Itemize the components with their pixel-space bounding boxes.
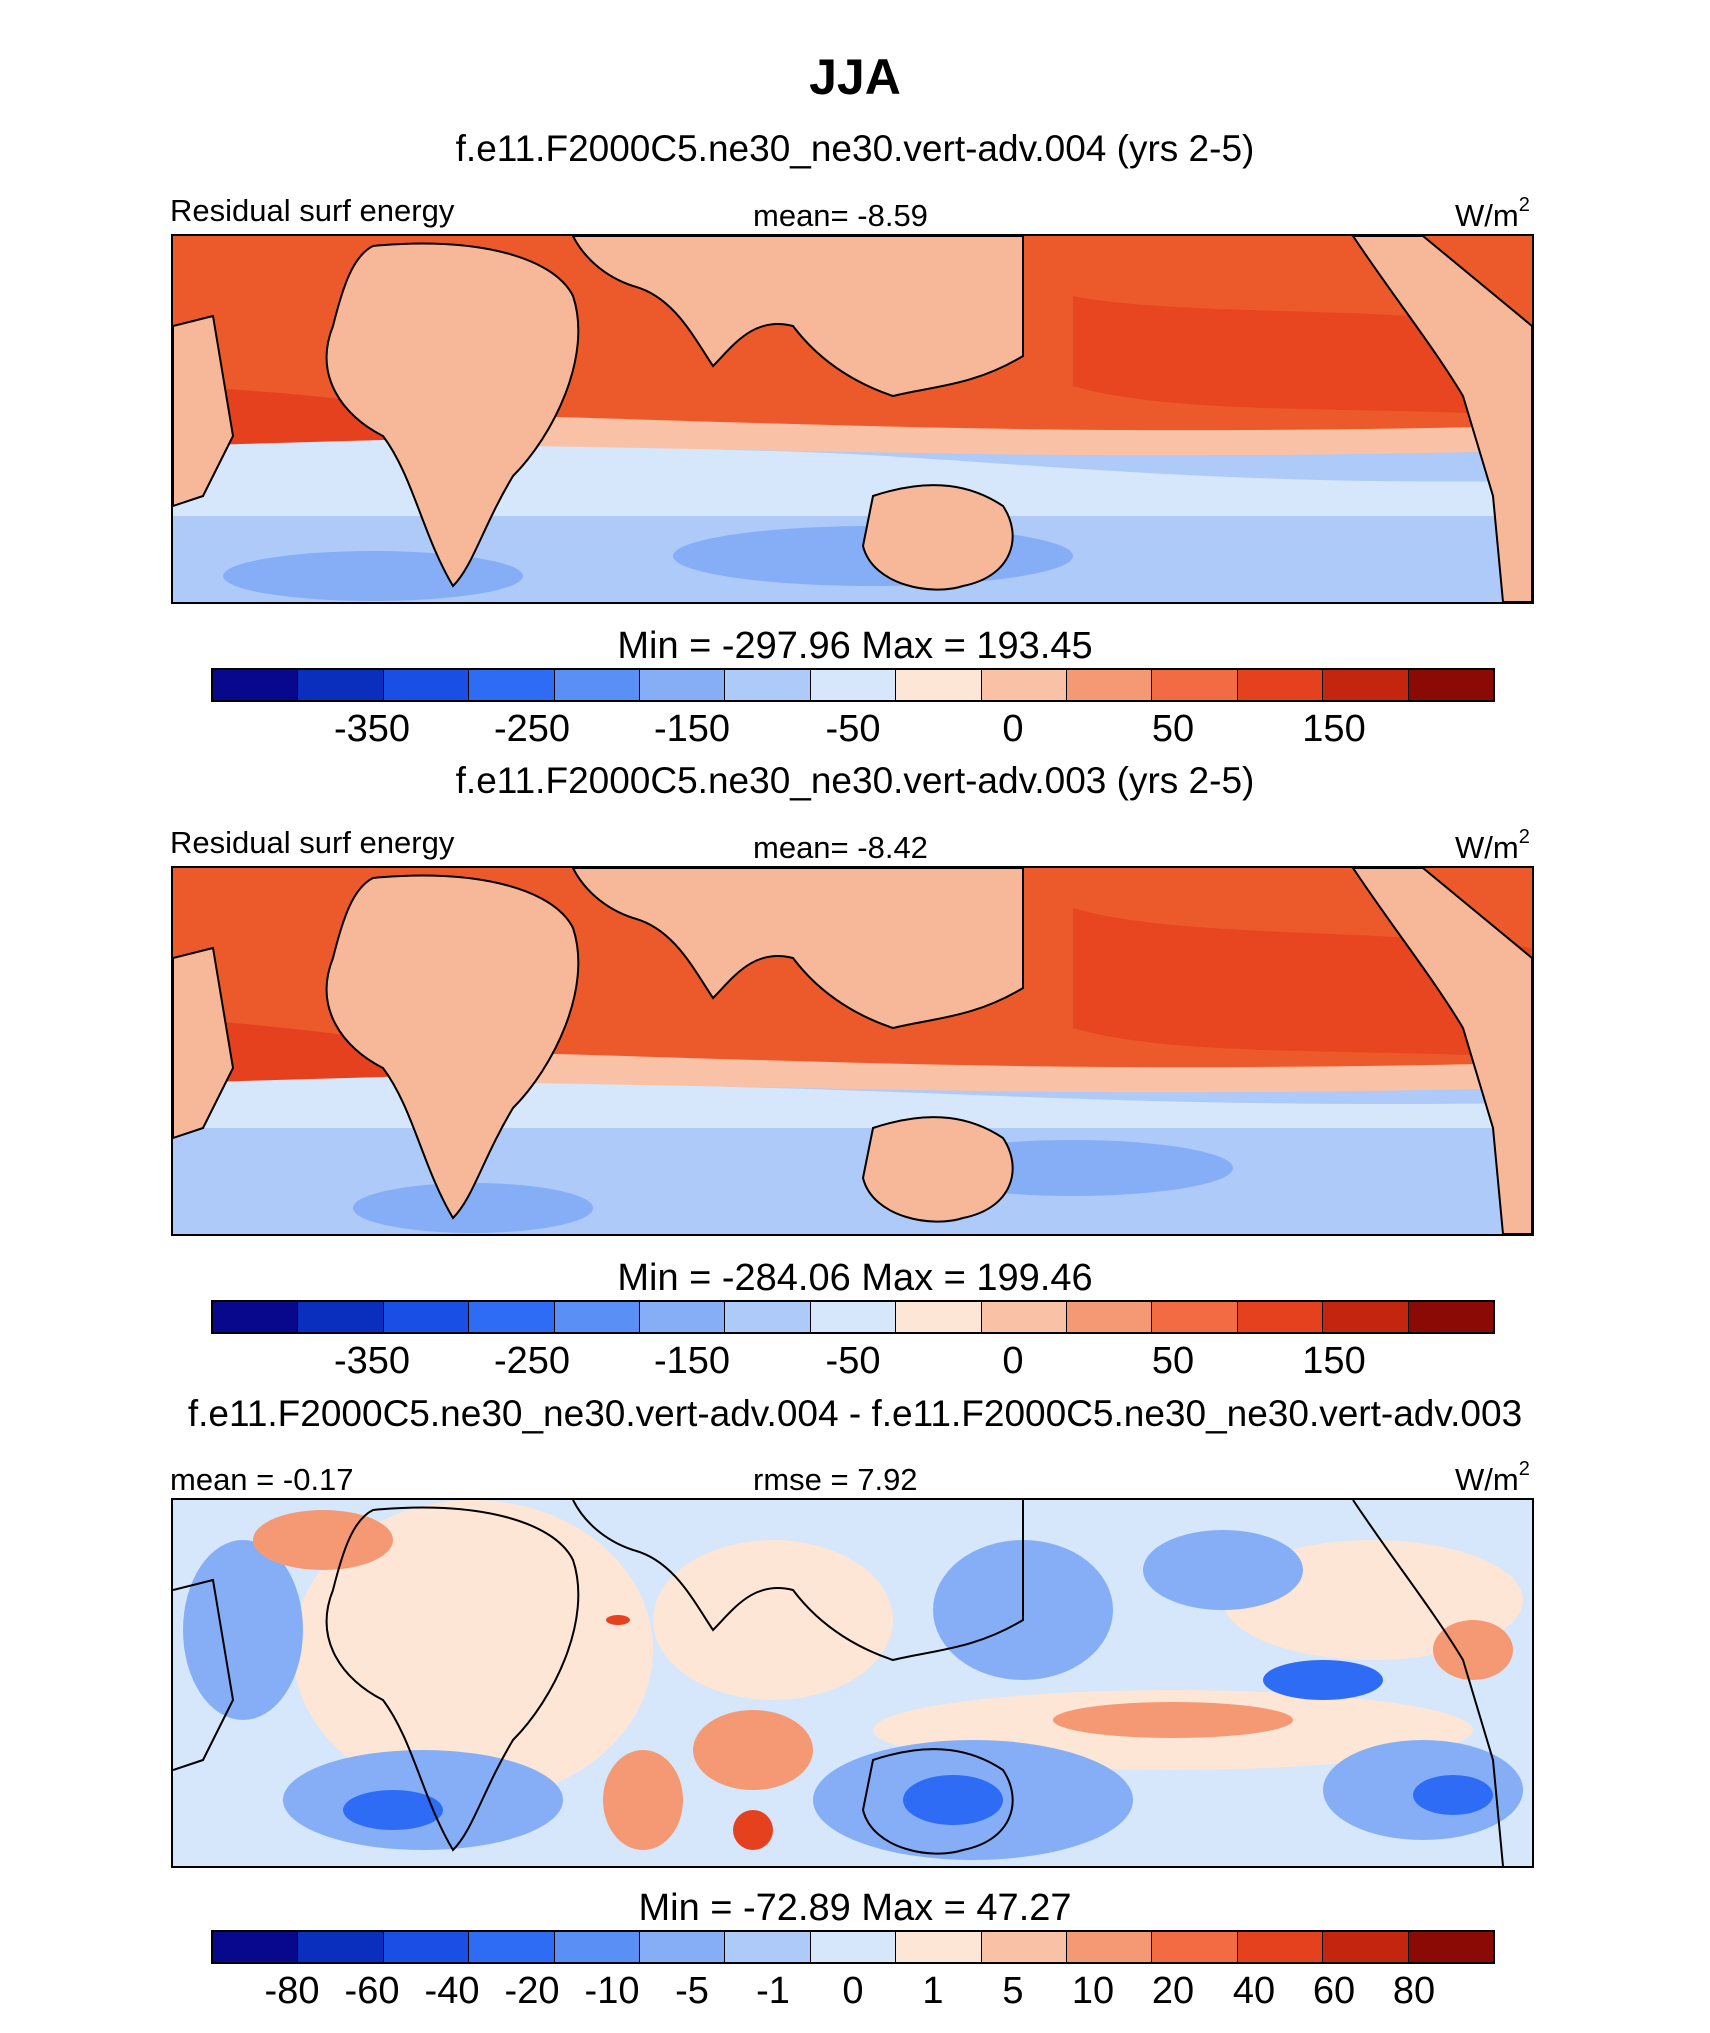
colorbar-swatch (725, 1302, 811, 1332)
colorbar-swatch (981, 670, 1068, 700)
colorbar-swatch (298, 670, 384, 700)
panel-2-tick: 50 (1151, 1340, 1195, 1382)
panel-3-tick: 60 (1312, 1970, 1356, 2012)
colorbar-swatch (1408, 670, 1494, 700)
panel-2-tick: -150 (653, 1340, 731, 1382)
colorbar-swatch (1237, 1302, 1324, 1332)
panel-1-tick: 0 (1002, 708, 1024, 750)
colorbar-swatch (810, 670, 897, 700)
colorbar-swatch (1067, 670, 1153, 700)
colorbar-swatch (896, 1302, 982, 1332)
colorbar-swatch (725, 1932, 811, 1962)
colorbar-swatch (1237, 1932, 1324, 1962)
panel-3-tick: -5 (675, 1970, 709, 2012)
colorbar-swatch (1408, 1932, 1494, 1962)
panel-2-colorbar (211, 1300, 1495, 1334)
colorbar-swatch (213, 670, 299, 700)
panel-2-tick: 0 (1002, 1340, 1024, 1382)
colorbar-swatch (1323, 1302, 1409, 1332)
panel-1-field (173, 236, 1532, 602)
colorbar-swatch (298, 1302, 384, 1332)
panel-1-units: W/m2 (1455, 194, 1530, 233)
colorbar-swatch (1152, 1302, 1238, 1332)
colorbar-swatch (1408, 1302, 1494, 1332)
colorbar-swatch (1067, 1932, 1153, 1962)
colorbar-swatch (640, 670, 726, 700)
panel-3-tick: -80 (264, 1970, 320, 2012)
panel-3-tick: -10 (584, 1970, 640, 2012)
colorbar-swatch (981, 1302, 1068, 1332)
colorbar-swatch (469, 670, 555, 700)
colorbar-swatch (896, 670, 982, 700)
panel-3-units: W/m2 (1455, 1458, 1530, 1497)
panel-1-minmax: Min = -297.96 Max = 193.45 (617, 625, 1093, 667)
panel-3-tick: 80 (1392, 1970, 1436, 2012)
colorbar-swatch (298, 1932, 384, 1962)
colorbar-swatch (640, 1932, 726, 1962)
colorbar-swatch (640, 1302, 726, 1332)
panel-2-left-label: Residual surf energy (170, 825, 455, 860)
panel-2-tick: -250 (493, 1340, 571, 1382)
panel-2-tick: -50 (825, 1340, 881, 1382)
panel-3-field (173, 1500, 1532, 1866)
colorbar-swatch (1067, 1302, 1153, 1332)
panel-3-tick: -40 (424, 1970, 480, 2012)
colorbar-swatch (469, 1302, 555, 1332)
figure-title: JJA (809, 49, 901, 105)
panel-1-mean-label: mean= -8.59 (753, 198, 928, 233)
panel-2-tick: 150 (1302, 1340, 1366, 1382)
colorbar-swatch (383, 670, 470, 700)
panel-3-tick: 10 (1071, 1970, 1115, 2012)
panel-1-map (171, 234, 1534, 604)
panel-3-tick: -1 (756, 1970, 790, 2012)
colorbar-swatch (810, 1932, 897, 1962)
panel-3-tick: 20 (1151, 1970, 1195, 2012)
panel-3-case-title: f.e11.F2000C5.ne30_ne30.vert-adv.004 - f… (187, 1393, 1523, 1434)
colorbar-swatch (554, 1302, 641, 1332)
panel-2-units: W/m2 (1455, 826, 1530, 865)
panel-1-tick: -350 (333, 708, 411, 750)
panel-2-case-title: f.e11.F2000C5.ne30_ne30.vert-adv.003 (yr… (455, 760, 1255, 801)
panel-2-minmax: Min = -284.06 Max = 199.46 (617, 1257, 1093, 1299)
panel-3-tick: 40 (1232, 1970, 1276, 2012)
colorbar-swatch (383, 1932, 470, 1962)
colorbar-swatch (213, 1932, 299, 1962)
colorbar-swatch (1152, 1932, 1238, 1962)
panel-1-tick: -250 (493, 708, 571, 750)
colorbar-swatch (383, 1302, 470, 1332)
panel-1-tick: 150 (1302, 708, 1366, 750)
panel-1-colorbar (211, 668, 1495, 702)
colorbar-swatch (810, 1302, 897, 1332)
panel-1-left-label: Residual surf energy (170, 193, 455, 228)
panel-3-tick: 5 (1002, 1970, 1024, 2012)
panel-3-tick: -60 (344, 1970, 400, 2012)
panel-2-map (171, 866, 1534, 1236)
panel-1-case-title: f.e11.F2000C5.ne30_ne30.vert-adv.004 (yr… (455, 128, 1255, 169)
colorbar-swatch (1152, 670, 1238, 700)
panel-3-rmse-label: rmse = 7.92 (753, 1462, 918, 1497)
colorbar-swatch (554, 1932, 641, 1962)
panel-3-map (171, 1498, 1534, 1868)
panel-2-mean-label: mean= -8.42 (753, 830, 928, 865)
panel-2-tick: -350 (333, 1340, 411, 1382)
colorbar-swatch (981, 1932, 1068, 1962)
panel-3-minmax: Min = -72.89 Max = 47.27 (638, 1887, 1072, 1929)
panel-1-tick: -50 (825, 708, 881, 750)
colorbar-swatch (896, 1932, 982, 1962)
colorbar-swatch (1323, 670, 1409, 700)
panel-3-tick: 0 (842, 1970, 864, 2012)
colorbar-swatch (469, 1932, 555, 1962)
panel-3-tick: 1 (922, 1970, 944, 2012)
panel-3-colorbar (211, 1930, 1495, 1964)
panel-1-tick: -150 (653, 708, 731, 750)
panel-3-tick: -20 (504, 1970, 560, 2012)
colorbar-swatch (1323, 1932, 1409, 1962)
panel-2-field (173, 868, 1532, 1234)
colorbar-swatch (213, 1302, 299, 1332)
colorbar-swatch (1237, 670, 1324, 700)
colorbar-swatch (554, 670, 641, 700)
colorbar-swatch (725, 670, 811, 700)
panel-3-mean-label: mean = -0.17 (170, 1462, 354, 1497)
panel-1-tick: 50 (1151, 708, 1195, 750)
